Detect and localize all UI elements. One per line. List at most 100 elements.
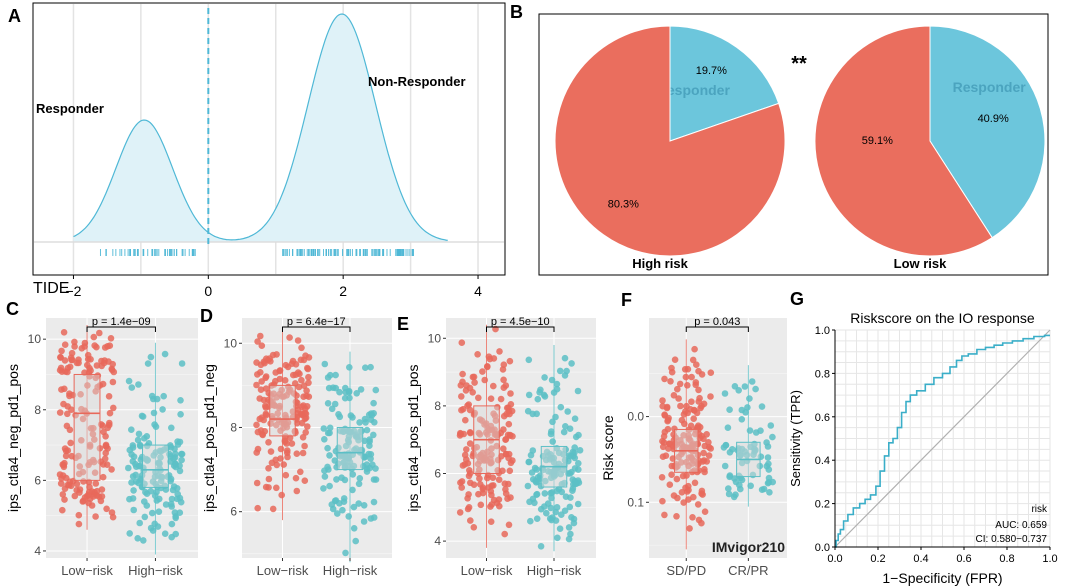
x-tick-label: Low−risk <box>257 563 309 578</box>
data-point <box>533 410 540 418</box>
data-point <box>324 374 332 381</box>
data-point <box>661 428 669 436</box>
y-axis-title: ips_ctla4_neg_pd1_pos <box>5 364 21 512</box>
data-point <box>553 380 561 388</box>
data-point <box>527 451 535 459</box>
data-point <box>325 384 333 392</box>
data-point <box>574 500 582 508</box>
data-point <box>62 474 70 482</box>
data-point <box>168 495 176 503</box>
data-point <box>167 475 175 483</box>
y-tick-label: 4 <box>434 534 441 548</box>
data-point <box>503 410 510 418</box>
x-tick-label: 0.0 <box>827 553 842 565</box>
data-point <box>506 432 514 439</box>
data-point <box>273 484 280 492</box>
data-point <box>567 530 574 538</box>
data-point <box>566 452 573 459</box>
data-point <box>125 377 133 385</box>
data-point <box>297 468 304 476</box>
plot-background <box>46 318 198 558</box>
data-point <box>178 456 185 464</box>
data-point <box>500 384 508 392</box>
data-point <box>500 376 507 384</box>
data-point <box>155 508 163 515</box>
box <box>269 384 296 437</box>
data-point <box>547 451 554 458</box>
data-point <box>738 476 746 484</box>
data-point <box>370 498 378 506</box>
data-point <box>465 401 473 408</box>
y-tick-label: 6 <box>34 473 41 487</box>
data-point <box>328 405 336 413</box>
p-value: p = 1.4e−09 <box>92 316 151 328</box>
data-point <box>324 444 331 452</box>
data-point <box>87 367 94 374</box>
data-point <box>282 411 289 419</box>
data-point <box>153 497 161 504</box>
data-point <box>367 451 375 458</box>
panel-g: G Riskscore on the IO response 0.00.0 0.2 0.… <box>788 289 1058 586</box>
data-point <box>71 338 78 346</box>
data-point <box>321 467 328 475</box>
data-point <box>680 432 687 439</box>
panel-a: A Responder Non-Responder TIDE −2 0 2 4 <box>8 2 506 299</box>
data-point <box>466 440 474 447</box>
pie-group-label: High risk <box>632 256 688 271</box>
data-point <box>488 451 495 459</box>
data-point <box>356 419 363 426</box>
data-point <box>462 416 469 424</box>
data-point <box>746 427 754 434</box>
data-point <box>541 490 549 497</box>
data-point <box>267 397 274 405</box>
data-point <box>531 499 538 507</box>
data-point <box>152 423 160 431</box>
data-point <box>506 357 514 365</box>
data-point <box>689 356 697 364</box>
data-point <box>301 477 309 485</box>
significance-bracket <box>282 326 351 332</box>
data-point <box>135 381 142 388</box>
x-tick-label: 4 <box>474 283 482 299</box>
data-point <box>699 491 706 498</box>
data-point <box>758 403 766 410</box>
data-point <box>278 419 286 426</box>
data-point <box>63 422 71 430</box>
data-point <box>157 454 164 461</box>
data-point <box>336 413 344 421</box>
data-point <box>371 419 378 426</box>
data-point <box>679 472 687 480</box>
data-point <box>326 424 334 432</box>
data-point <box>674 494 681 502</box>
data-point <box>763 462 771 470</box>
data-point <box>92 480 100 487</box>
data-point <box>481 376 489 384</box>
data-point <box>497 395 505 403</box>
data-point <box>108 366 116 374</box>
data-point <box>705 452 713 459</box>
data-point <box>78 437 85 444</box>
data-point <box>254 445 262 453</box>
x-tick-label: SD/PD <box>666 563 706 578</box>
data-point <box>147 353 155 361</box>
x-tick-label: High−risk <box>128 563 183 578</box>
data-point <box>265 475 273 483</box>
data-point <box>534 395 542 403</box>
data-point <box>458 339 466 347</box>
data-point <box>491 412 499 420</box>
data-point <box>274 410 282 417</box>
slice-percent: 59.1% <box>862 135 893 147</box>
data-point <box>694 501 702 508</box>
data-point <box>556 367 564 375</box>
data-point <box>148 392 156 400</box>
data-point <box>553 504 561 511</box>
data-point <box>109 513 117 521</box>
data-point <box>109 378 117 386</box>
data-point <box>349 471 357 478</box>
panel-a-border <box>32 2 506 276</box>
data-point <box>672 434 679 441</box>
data-point <box>355 500 363 507</box>
data-point <box>144 456 151 464</box>
data-point <box>129 495 137 502</box>
data-point <box>350 525 358 532</box>
